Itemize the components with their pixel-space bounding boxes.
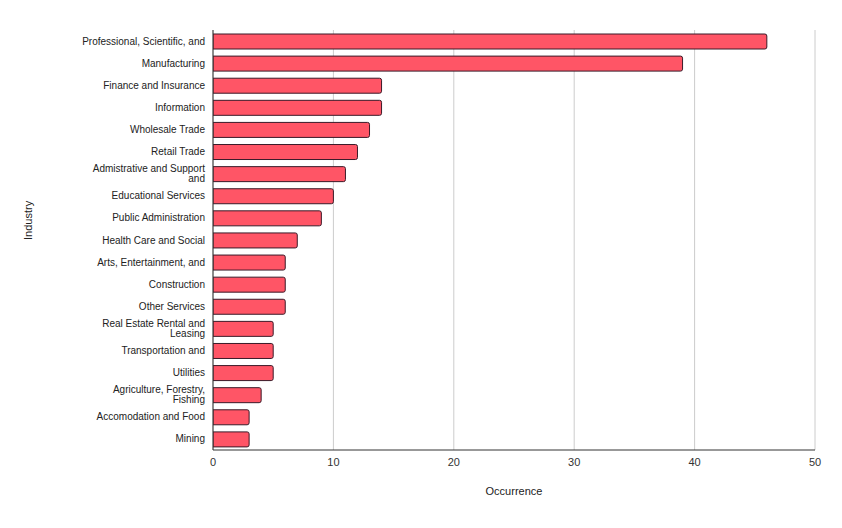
svg-text:Health Care and Social: Health Care and Social xyxy=(102,235,205,246)
svg-text:Wholesale Trade: Wholesale Trade xyxy=(130,124,205,135)
svg-text:Real Estate Rental andLeasing: Real Estate Rental andLeasing xyxy=(102,318,205,339)
svg-text:Agriculture, Forestry,Fishing: Agriculture, Forestry,Fishing xyxy=(113,384,205,405)
svg-text:Arts, Entertainment, and: Arts, Entertainment, and xyxy=(97,257,205,268)
svg-text:10: 10 xyxy=(327,456,339,468)
svg-text:Other Services: Other Services xyxy=(139,301,205,312)
svg-text:Educational Services: Educational Services xyxy=(112,190,205,201)
svg-text:Admistrative and Supportand: Admistrative and Supportand xyxy=(93,163,206,184)
svg-text:Occurrence: Occurrence xyxy=(486,485,543,497)
svg-text:0: 0 xyxy=(210,456,216,468)
svg-text:Utilities: Utilities xyxy=(173,367,205,378)
svg-text:Construction: Construction xyxy=(149,279,205,290)
svg-text:Industry: Industry xyxy=(22,200,34,240)
svg-text:Mining: Mining xyxy=(176,433,205,444)
svg-text:40: 40 xyxy=(688,456,700,468)
svg-text:Manufacturing: Manufacturing xyxy=(142,58,205,69)
svg-text:Transportation and: Transportation and xyxy=(121,345,205,356)
svg-text:Public Administration: Public Administration xyxy=(112,212,205,223)
svg-text:Professional, Scientific, and: Professional, Scientific, and xyxy=(82,36,205,47)
svg-text:Accomodation and Food: Accomodation and Food xyxy=(97,411,205,422)
svg-text:50: 50 xyxy=(809,456,821,468)
svg-text:Information: Information xyxy=(155,102,205,113)
svg-text:30: 30 xyxy=(568,456,580,468)
svg-text:Retail Trade: Retail Trade xyxy=(151,146,205,157)
svg-text:20: 20 xyxy=(448,456,460,468)
svg-text:Finance and Insurance: Finance and Insurance xyxy=(103,80,205,91)
